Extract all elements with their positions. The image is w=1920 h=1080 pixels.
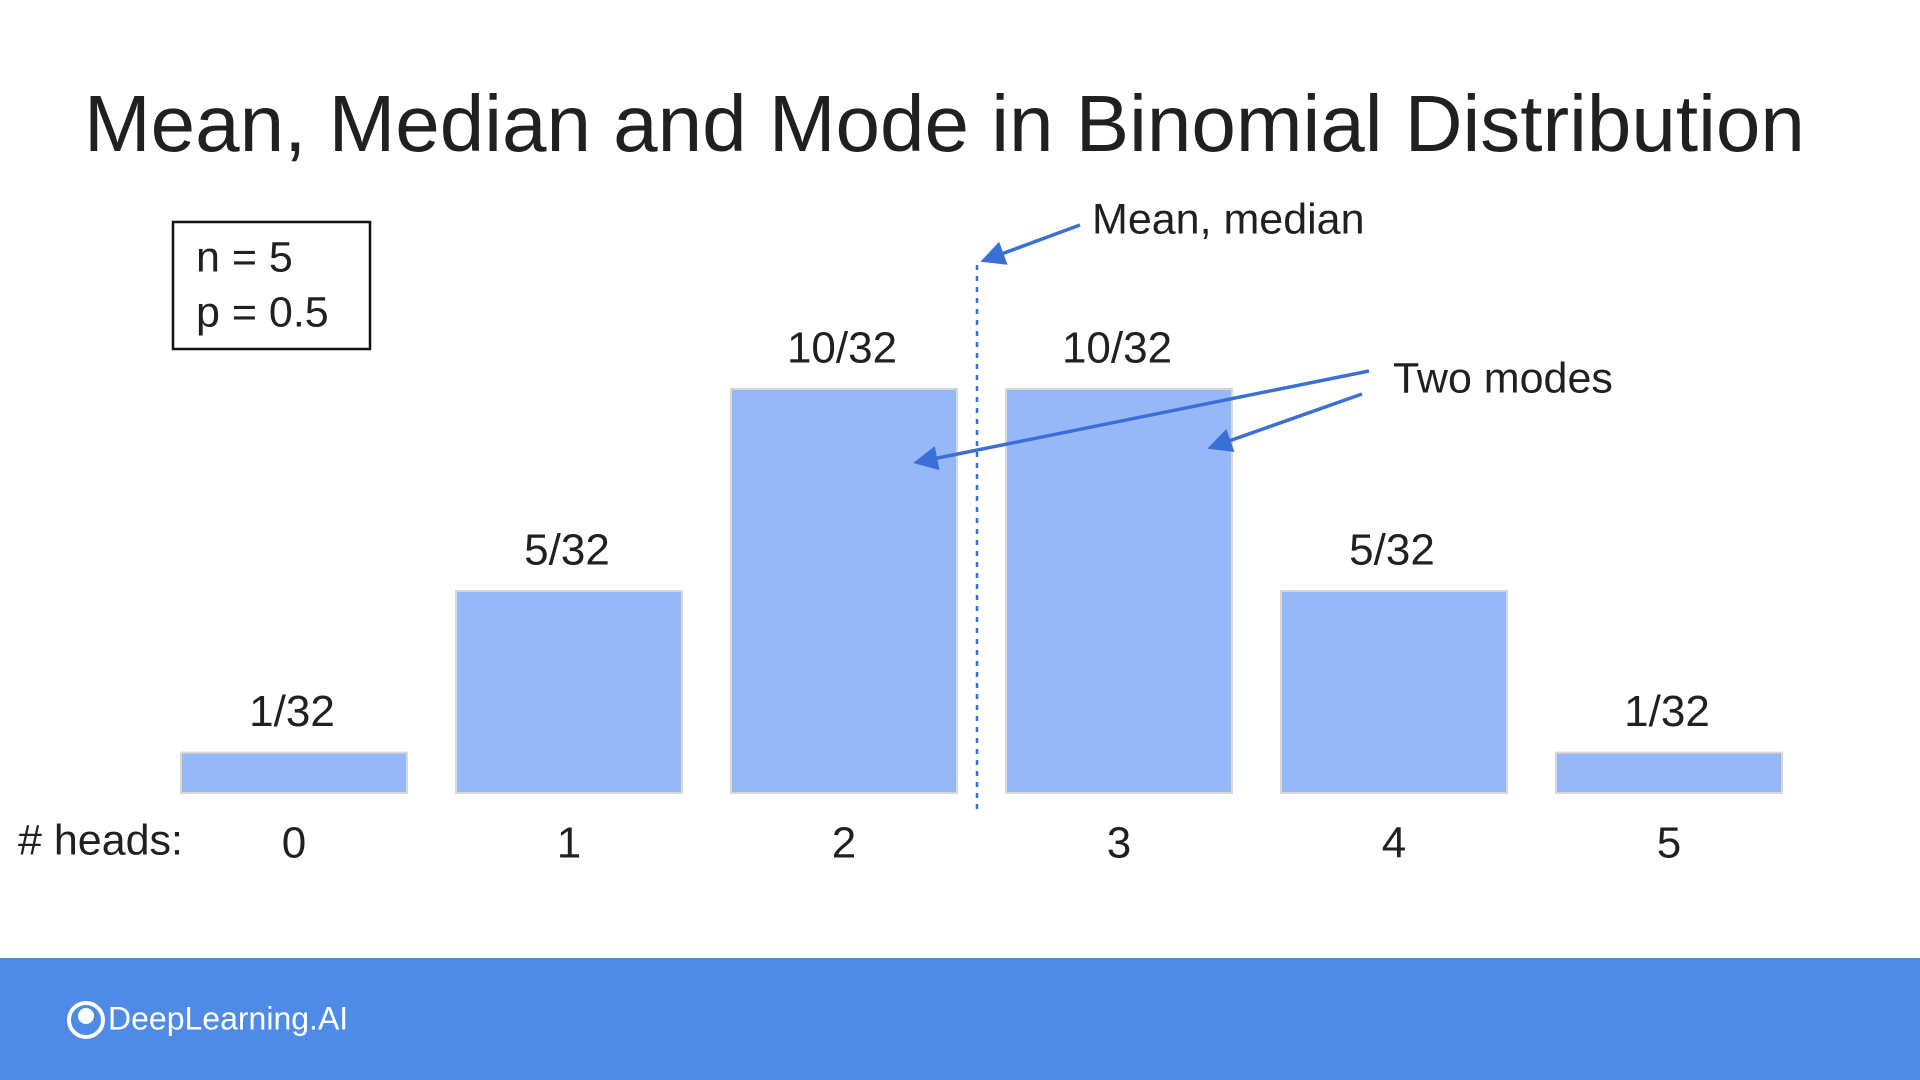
- x-tick-label: 4: [1382, 819, 1406, 868]
- value-label: 10/32: [787, 324, 897, 373]
- bar: [1005, 387, 1233, 794]
- arrow: [980, 223, 1081, 265]
- logo-text: DeepLearning.AI: [108, 1000, 348, 1036]
- bar: [455, 589, 683, 794]
- parameter-box: [171, 220, 372, 351]
- bar: [180, 751, 408, 794]
- value-label: 10/32: [1062, 324, 1172, 373]
- chart-title: Mean, Median and Mode in Binomial Distri…: [84, 79, 1805, 168]
- logo-icon: [78, 1008, 94, 1024]
- x-tick-label: 0: [282, 819, 306, 868]
- x-tick-label: 3: [1107, 819, 1131, 868]
- footer-bar: [0, 958, 1920, 1080]
- bar: [730, 387, 958, 794]
- x-tick-label: 5: [1657, 819, 1681, 868]
- value-label: 1/32: [1624, 687, 1710, 736]
- value-label: 5/32: [524, 526, 610, 575]
- bar: [1280, 589, 1508, 794]
- bar: [1555, 751, 1783, 794]
- value-label: 5/32: [1349, 526, 1435, 575]
- annotation: Mean, median: [1092, 195, 1365, 243]
- value-label: 1/32: [249, 687, 335, 736]
- annotation: Two modes: [1393, 354, 1613, 402]
- arrow: [913, 369, 1370, 471]
- x-tick-label: 1: [557, 819, 581, 868]
- parameter: n = 5: [196, 233, 293, 281]
- arrow: [1207, 392, 1363, 453]
- x-label: # heads:: [18, 816, 183, 864]
- parameter: p = 0.5: [196, 288, 329, 336]
- bars: 1/32 0 5/32 1 10/32 2 10/32 3 5/32 4 1/32 5: [180, 324, 1783, 868]
- x-tick-label: 2: [832, 819, 856, 868]
- logo-icon: [67, 1001, 105, 1039]
